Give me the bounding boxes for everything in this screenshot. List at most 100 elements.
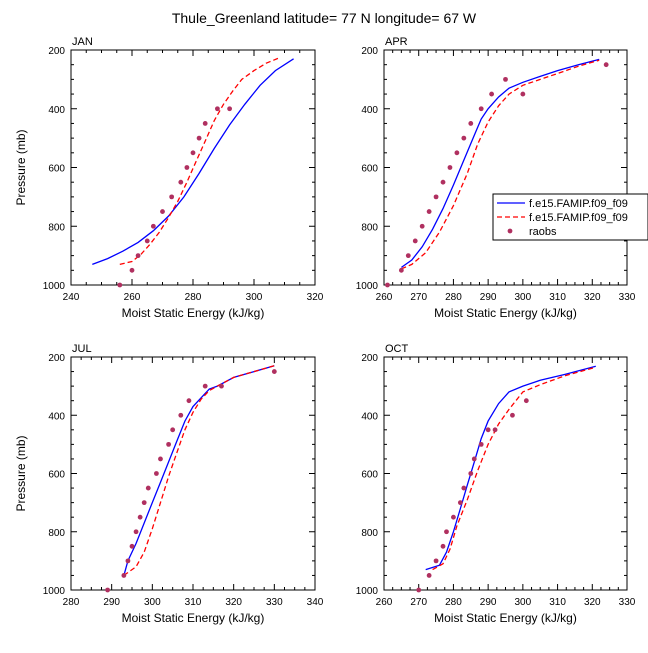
raobs-point [186,398,192,404]
y-tick-label: 600 [361,470,378,481]
raobs-point [405,253,411,259]
panel-apr: APR 260 270 280 290 300 310 320 330 200 400 600 800 1… [356,36,636,320]
x-tick-label: 280 [445,597,462,608]
raobs-point [492,427,498,433]
raobs-point [426,209,432,214]
raobs-point [468,471,474,476]
raobs-point [461,485,467,491]
raobs-point [503,76,508,82]
raobs-point [385,282,390,288]
legend-entry-raobs: raobs [529,226,557,238]
series-line-model2 [401,59,600,270]
x-tick-label: 300 [515,292,532,303]
x-tick-label: 260 [124,292,141,303]
raobs-point [160,209,165,214]
x-tick-label: 280 [63,597,80,608]
raobs-point [444,529,449,535]
x-tick-label: 290 [480,597,497,608]
x-tick-label: 270 [410,597,427,608]
x-tick-label: 320 [584,292,601,303]
panel-label: APR [385,36,408,48]
raobs-point [433,194,439,200]
legend-entry-model1: f.e15.FAMIP.f09_f09 [529,198,628,210]
raobs-point [215,106,220,112]
legend: f.e15.FAMIP.f09_f09 f.e15.FAMIP.f09_f09ra… [492,193,648,241]
raobs-point [457,500,463,506]
raobs-point [125,558,131,564]
x-tick-label: 290 [103,597,120,608]
raobs-point [166,441,172,447]
x-tick-label: 340 [307,597,324,608]
raobs-point [416,587,422,593]
y-tick-label: 600 [48,164,65,175]
x-tick-label: 260 [376,597,393,608]
y-tick-label: 800 [361,528,378,539]
raobs-point [468,121,474,126]
raobs-point [271,369,277,374]
legend-marker [507,228,513,234]
raobs-point [510,412,515,418]
raobs-point [178,179,184,185]
x-tick-label: 320 [307,292,324,303]
panel-label: OCT [385,343,409,355]
series-line-model1 [92,58,294,266]
x-tick-label: 320 [584,597,601,608]
panel-jul: JUL 280 290 300 310 320 330 340 200 400 600 800 1000… [14,343,324,625]
raobs-point [426,573,432,578]
y-tick-label: 400 [361,105,378,116]
x-tick-label: 300 [144,597,161,608]
raobs-point [520,91,526,97]
panel-jan: JAN 240 260 280 300 320 200 400 600 800 1000 Moist … [14,36,324,320]
raobs-point [170,427,176,433]
x-tick-label: 300 [246,292,263,303]
x-tick-label: 310 [549,292,566,303]
raobs-point [135,253,141,259]
series-line-model2 [432,366,596,571]
y-tick-label: 1000 [43,281,66,292]
x-tick-label: 310 [185,597,202,608]
raobs-point [141,500,147,506]
raobs-point [412,238,418,244]
raobs-point [184,165,190,170]
raobs-point [440,543,446,549]
x-tick-label: 310 [549,597,566,608]
raobs-point [440,179,446,185]
y-tick-label: 400 [48,411,65,422]
raobs-point [121,573,127,578]
y-tick-label: 200 [361,46,378,57]
x-tick-label: 300 [515,597,532,608]
raobs-point [202,121,208,126]
raobs-point [144,238,150,244]
raobs-point [117,282,123,288]
y-tick-label: 200 [361,353,378,364]
raobs-point [485,427,491,433]
legend-box [492,193,648,241]
raobs-point [433,558,439,564]
x-tick-label: 260 [376,292,393,303]
raobs-point [145,485,151,491]
raobs-point [219,383,224,389]
x-axis-label: Moist Static Energy (kJ/kg) [434,611,577,625]
raobs-point [461,135,467,141]
raobs-point [150,223,156,229]
x-tick-label: 290 [480,292,497,303]
series-line-model2 [119,57,279,266]
raobs-point [447,165,453,170]
x-tick-label: 320 [225,597,242,608]
raobs-point [454,150,460,156]
y-tick-label: 1000 [356,281,379,292]
x-tick-label: 330 [619,292,636,303]
y-tick-label: 200 [48,353,65,364]
chart-title: Thule_Greenland latitude= 77 N longitude… [172,10,477,26]
panel-label: JAN [72,36,93,48]
raobs-point [603,62,609,68]
raobs-point [523,398,529,404]
y-axis-label: Pressure (mb) [14,435,28,511]
series-line-model2 [123,365,275,576]
y-tick-label: 200 [48,46,65,57]
raobs-point [471,456,477,462]
y-tick-label: 800 [48,528,65,539]
legend-entry-model2: f.e15.FAMIP.f09_f09 [529,212,628,224]
raobs-point [133,529,139,535]
